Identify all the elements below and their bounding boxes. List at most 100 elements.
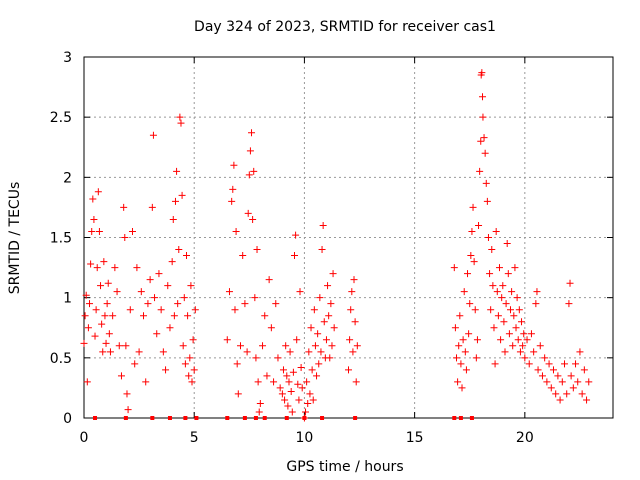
data-point <box>523 336 531 344</box>
y-axis-label: SRMTID / TECUs <box>7 182 23 295</box>
data-point <box>285 378 293 386</box>
data-point <box>159 348 167 356</box>
data-point <box>140 312 148 320</box>
data-point <box>352 378 360 386</box>
data-point <box>91 332 99 340</box>
zero-marker <box>123 416 128 420</box>
data-point <box>348 288 356 296</box>
data-point <box>469 203 477 211</box>
data-point <box>102 339 110 347</box>
data-point <box>82 291 90 299</box>
data-point <box>86 300 94 308</box>
data-point <box>142 378 150 386</box>
data-point <box>243 348 251 356</box>
data-point <box>453 354 461 362</box>
data-point <box>481 149 489 157</box>
data-point <box>308 366 316 374</box>
data-point <box>304 400 312 408</box>
data-point <box>253 246 261 254</box>
data-point <box>187 282 195 290</box>
data-point <box>484 234 492 241</box>
data-point <box>265 276 273 284</box>
data-point <box>236 342 244 350</box>
data-point <box>561 360 569 368</box>
data-point <box>567 372 575 380</box>
data-point <box>502 300 510 308</box>
data-point <box>252 354 260 362</box>
data-point <box>287 388 295 396</box>
data-point <box>500 318 508 326</box>
data-point <box>185 372 193 380</box>
data-point <box>293 336 301 344</box>
data-point <box>115 342 123 350</box>
data-point <box>466 300 474 308</box>
data-point <box>519 342 527 350</box>
data-point <box>479 93 487 101</box>
x-tick-label: 0 <box>80 430 89 446</box>
data-point <box>454 378 462 386</box>
data-point <box>303 378 311 386</box>
data-point <box>106 348 114 356</box>
data-point <box>490 324 498 332</box>
data-point <box>121 234 129 241</box>
data-point <box>527 330 535 338</box>
data-point <box>320 318 328 326</box>
data-point <box>298 384 306 392</box>
data-point <box>225 288 233 296</box>
data-point <box>176 113 184 121</box>
data-point <box>347 306 355 314</box>
data-point <box>98 320 106 328</box>
data-point <box>281 396 289 404</box>
data-point <box>556 396 564 404</box>
data-point <box>578 390 586 398</box>
data-point <box>532 300 540 308</box>
data-point <box>538 372 546 380</box>
data-point <box>525 360 533 368</box>
zero-marker <box>353 416 358 420</box>
data-point <box>289 368 297 376</box>
data-point <box>460 288 468 296</box>
data-point <box>508 288 516 296</box>
zero-marker <box>458 416 463 420</box>
data-point <box>310 306 318 314</box>
data-point <box>499 282 507 290</box>
data-point <box>313 372 321 380</box>
data-point <box>580 366 588 374</box>
data-point <box>325 312 333 320</box>
data-point <box>461 348 469 356</box>
data-point <box>487 306 495 314</box>
data-point <box>468 227 476 235</box>
data-point <box>174 300 182 308</box>
data-point <box>294 380 302 388</box>
data-point <box>149 131 157 139</box>
data-point <box>494 312 502 320</box>
data-point <box>179 342 187 350</box>
data-point <box>311 342 319 350</box>
data-point <box>515 306 523 314</box>
zero-marker <box>253 416 258 420</box>
data-point <box>585 378 593 386</box>
data-point <box>353 342 361 350</box>
data-point <box>88 227 96 235</box>
data-point <box>105 330 113 338</box>
data-point <box>521 354 529 362</box>
x-tick-label: 10 <box>296 430 314 446</box>
data-point <box>516 348 524 356</box>
data-point <box>533 288 541 296</box>
data-point <box>552 390 560 398</box>
y-tick-label: 1 <box>63 291 72 307</box>
data-point <box>255 408 263 416</box>
data-point <box>489 282 497 290</box>
data-point <box>292 231 300 239</box>
data-point <box>511 264 519 272</box>
data-point <box>315 360 323 368</box>
data-point <box>245 171 253 179</box>
data-point <box>111 264 119 272</box>
data-point <box>244 209 252 217</box>
data-point <box>259 342 267 350</box>
data-point <box>472 354 480 362</box>
data-point <box>541 354 549 362</box>
data-point <box>171 197 179 205</box>
data-point <box>475 221 483 229</box>
data-point <box>83 378 91 386</box>
